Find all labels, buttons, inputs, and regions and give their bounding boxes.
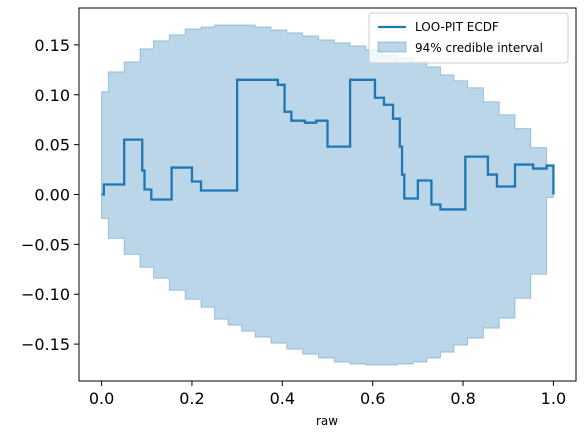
legend: LOO-PIT ECDF 94% credible interval xyxy=(368,12,569,64)
y-tick-label: −0.15 xyxy=(21,335,70,354)
x-tick-label: 1.0 xyxy=(541,389,566,408)
legend-box xyxy=(368,12,569,64)
x-axis: 0.0 0.2 0.4 0.6 0.8 1.0 xyxy=(89,381,566,408)
y-axis: −0.15 −0.10 −0.05 0.00 0.05 0.10 0.15 xyxy=(21,36,79,354)
y-tick-label: 0.15 xyxy=(34,36,70,55)
x-tick-label: 0.4 xyxy=(270,389,295,408)
legend-label-interval: 94% credible interval xyxy=(415,41,543,55)
plot-area xyxy=(101,24,555,366)
x-tick-label: 0.8 xyxy=(450,389,475,408)
y-tick-label: −0.05 xyxy=(21,235,70,254)
legend-band-swatch xyxy=(377,41,407,53)
x-tick-label: 0.6 xyxy=(360,389,385,408)
loo-pit-ecdf-line xyxy=(101,78,555,211)
y-tick-label: 0.05 xyxy=(34,136,70,155)
x-tick-label: 0.0 xyxy=(89,389,114,408)
x-axis-label: raw xyxy=(316,414,338,428)
x-tick-label: 0.2 xyxy=(179,389,204,408)
y-tick-label: 0.00 xyxy=(34,186,70,205)
legend-label-ecdf: LOO-PIT ECDF xyxy=(415,20,499,34)
credible-interval-band xyxy=(101,24,554,366)
y-tick-label: 0.10 xyxy=(34,86,70,105)
y-tick-label: −0.10 xyxy=(21,285,70,304)
